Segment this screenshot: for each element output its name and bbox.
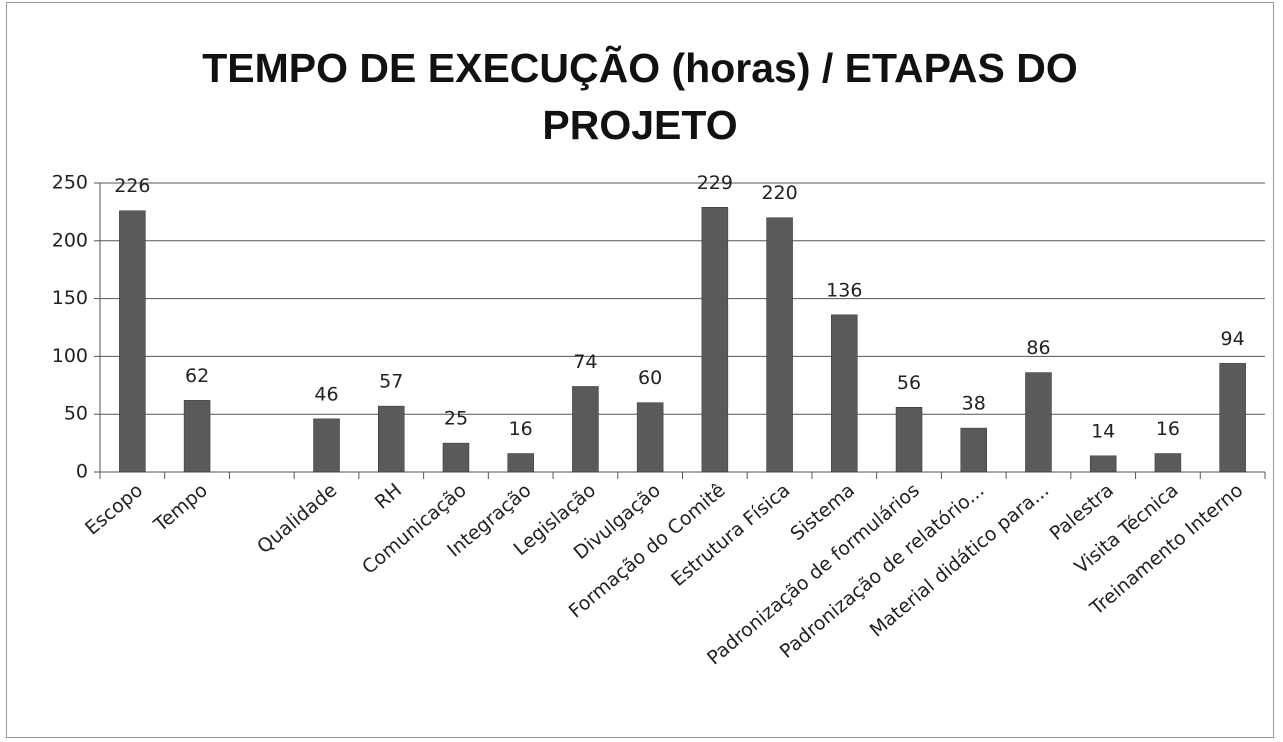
y-tick-label: 200 (52, 229, 88, 251)
bar (1089, 455, 1117, 473)
data-label: 220 (761, 182, 797, 204)
data-label: 226 (114, 175, 150, 197)
bar (1025, 372, 1052, 473)
data-label: 229 (697, 172, 733, 194)
data-label: 56 (897, 372, 921, 394)
bar (701, 207, 729, 473)
data-label: 14 (1091, 420, 1115, 442)
bar (442, 442, 470, 473)
bar (378, 405, 405, 473)
y-tick-label: 50 (64, 403, 88, 425)
y-tick-label: 100 (52, 345, 88, 367)
data-label: 136 (826, 279, 862, 301)
y-tick-label: 250 (52, 172, 88, 194)
bar (960, 427, 987, 473)
data-label: 74 (573, 351, 597, 373)
bar (1154, 453, 1182, 473)
bar (183, 400, 211, 473)
bar (572, 386, 599, 473)
bar (636, 402, 664, 473)
data-label: 62 (185, 365, 209, 387)
chart-frame (6, 2, 1274, 738)
data-label: 86 (1026, 337, 1050, 359)
data-label: 46 (314, 383, 338, 405)
bar (507, 453, 534, 473)
bar (313, 418, 340, 473)
y-tick-label: 150 (52, 287, 88, 309)
data-label: 60 (638, 367, 662, 389)
bar (119, 210, 146, 473)
x-tick-label: Escopo (81, 479, 147, 539)
bar (766, 217, 793, 473)
x-tick-label: RH (371, 479, 406, 514)
bar (895, 407, 923, 473)
bar (1219, 363, 1246, 473)
bar (831, 314, 858, 473)
x-tick-label: Qualidade (253, 479, 341, 558)
y-tick-label: 0 (76, 461, 88, 483)
data-label: 94 (1221, 328, 1245, 350)
data-label: 57 (379, 371, 403, 393)
data-label: 38 (962, 393, 986, 415)
data-label: 16 (1156, 418, 1180, 440)
data-label: 25 (444, 408, 468, 430)
chart-title: TEMPO DE EXECUÇÃO (horas) / ETAPAS DO PR… (202, 45, 1078, 148)
x-tick-label: Estrutura Física (667, 479, 794, 591)
x-tick-label: Tempo (149, 479, 212, 537)
data-label: 16 (509, 418, 533, 440)
